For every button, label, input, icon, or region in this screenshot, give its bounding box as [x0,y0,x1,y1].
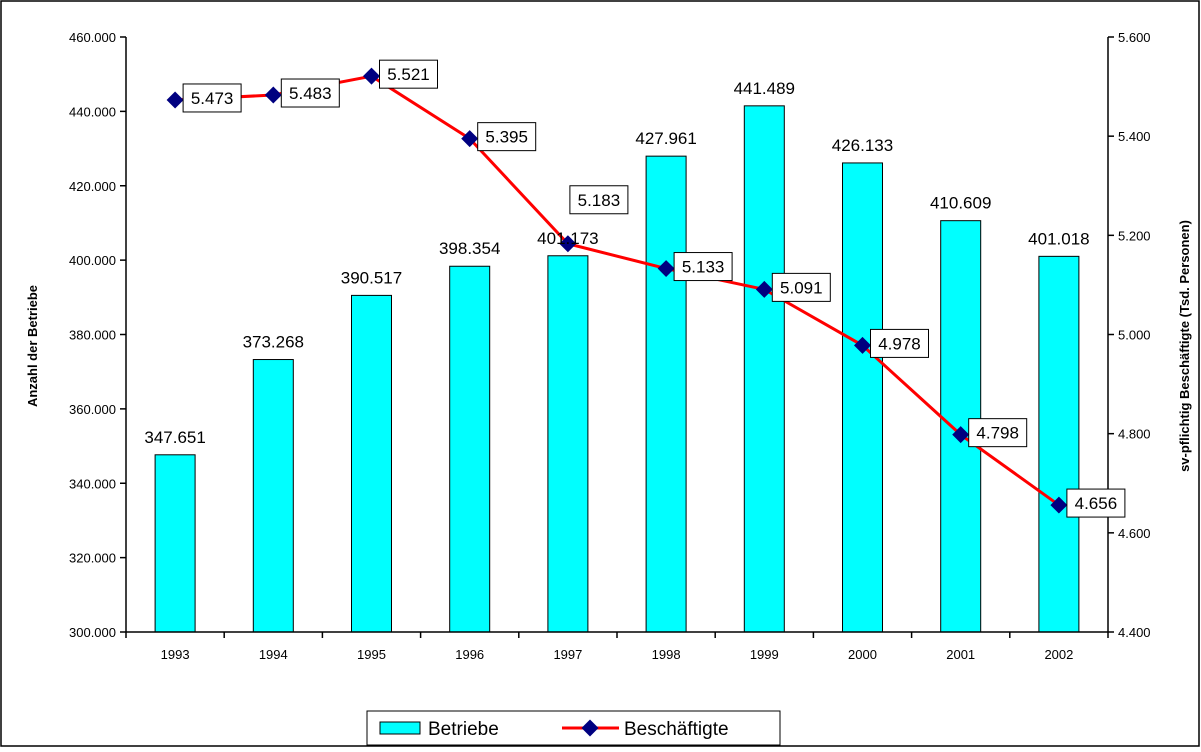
bar-betriebe-1997 [547,255,589,633]
y2-tick-label-1: 4.600 [1118,526,1151,541]
x-tick-label-2001: 2001 [946,647,975,662]
y2-tick-label-0: 4.400 [1118,625,1151,640]
y-tick-label-1: 320.000 [69,551,116,566]
x-tick-label-1994: 1994 [259,647,288,662]
bar-betriebe-1993 [154,454,196,633]
y2-tick-label-5: 5.400 [1118,129,1151,144]
line-value-box-1999 [771,272,831,302]
x-tick-label-2000: 2000 [848,647,877,662]
line-value-label-2000: 4.978 [878,334,921,353]
y-tick-label-3: 360.000 [69,402,116,417]
legend-marker-beschaeftigte [581,719,599,737]
line-value-box-2002 [1066,488,1126,518]
marker-beschaeftigte-1994 [264,86,282,104]
y2-axis-title: sv-pflichtig Beschäftigte (Tsd. Personen… [1177,220,1192,472]
legend: Betriebe Beschäftigte [366,710,781,746]
x-tick-label-1996: 1996 [455,647,484,662]
legend-label-beschaeftigte: Beschäftigte [624,719,729,740]
line-value-label-1996: 5.395 [485,128,528,147]
bar-betriebe-1998 [645,155,687,633]
line-value-label-2001: 4.798 [976,424,1019,443]
line-value-box-1997 [569,185,629,215]
bar-value-label-1998: 427.961 [635,129,696,148]
marker-beschaeftigte-1997 [559,235,577,253]
y-tick-label-6: 420.000 [69,179,116,194]
bar-betriebe-1995 [351,294,392,633]
marker-beschaeftigte-1999 [755,280,773,298]
bar-value-label-2001: 410.609 [930,194,991,213]
line-value-label-1993: 5.473 [191,89,234,108]
x-tick-label-1993: 1993 [161,647,190,662]
y-tick-label-2: 340.000 [69,476,116,491]
line-value-box-1994 [280,78,340,108]
line-value-box-1995 [379,59,438,89]
bar-value-label-1995: 390.517 [341,268,402,287]
bar-betriebe-2002 [1038,255,1080,633]
marker-beschaeftigte-1998 [657,260,675,278]
axes-layer: 300.000 320.000 340.000 360.000 380.000 400.0… [69,30,1151,662]
bar-value-label-1996: 398.354 [439,239,500,258]
x-tick-label-1998: 1998 [652,647,681,662]
y-tick-label-7: 440.000 [69,104,116,119]
line-value-box-2000 [870,328,929,358]
labels-layer: 347.651 373.268 390.517 398.354 401.173 427.9… [144,59,1126,518]
line-value-box-1996 [477,122,537,152]
y-axis-title: Anzahl der Betriebe [25,285,40,407]
bar-value-label-1993: 347.651 [144,428,205,447]
bar-betriebe-2000 [842,162,883,633]
legend-swatch-betriebe [379,721,421,735]
marker-beschaeftigte-1993 [166,91,184,109]
x-tick-label-1995: 1995 [357,647,386,662]
line-value-box-2001 [968,418,1028,448]
x-tick-label-1999: 1999 [750,647,779,662]
bar-value-label-1994: 373.268 [243,333,304,352]
line-value-box-1998 [673,252,733,282]
y2-tick-label-3: 5.000 [1118,328,1151,343]
line-value-label-1994: 5.483 [289,84,332,103]
marker-beschaeftigte-2001 [952,426,970,444]
line-value-label-1998: 5.133 [682,258,725,277]
y-tick-label-8: 460.000 [69,30,116,45]
legend-label-betriebe: Betriebe [428,719,499,740]
x-tick-label-1997: 1997 [553,647,582,662]
line-value-box-1993 [182,83,242,113]
y2-tick-label-2: 4.800 [1118,427,1151,442]
y2-tick-label-6: 5.600 [1118,30,1151,45]
marker-beschaeftigte-1995 [363,67,380,85]
bar-value-label-1997: 401.173 [537,229,598,248]
y-tick-label-0: 300.000 [69,625,116,640]
bar-betriebe-1996 [449,265,491,633]
line-value-label-1997: 5.183 [578,191,621,210]
bar-value-label-2002: 401.018 [1028,229,1089,248]
y-tick-label-4: 380.000 [69,328,116,343]
line-value-label-1999: 5.091 [780,278,823,297]
line-value-label-2002: 4.656 [1075,494,1118,513]
x-tick-label-2002: 2002 [1044,647,1073,662]
bar-betriebe-1999 [743,105,785,633]
y-tick-label-5: 400.000 [69,253,116,268]
bar-value-label-1999: 441.489 [734,79,795,98]
line-value-label-1995: 5.521 [387,65,430,84]
bars-layer [154,105,1080,633]
marker-beschaeftigte-2000 [854,336,871,354]
y2-tick-label-4: 5.200 [1118,228,1151,243]
bar-value-label-2000: 426.133 [832,136,893,155]
marker-beschaeftigte-1996 [461,130,479,148]
bar-betriebe-1994 [252,359,294,633]
